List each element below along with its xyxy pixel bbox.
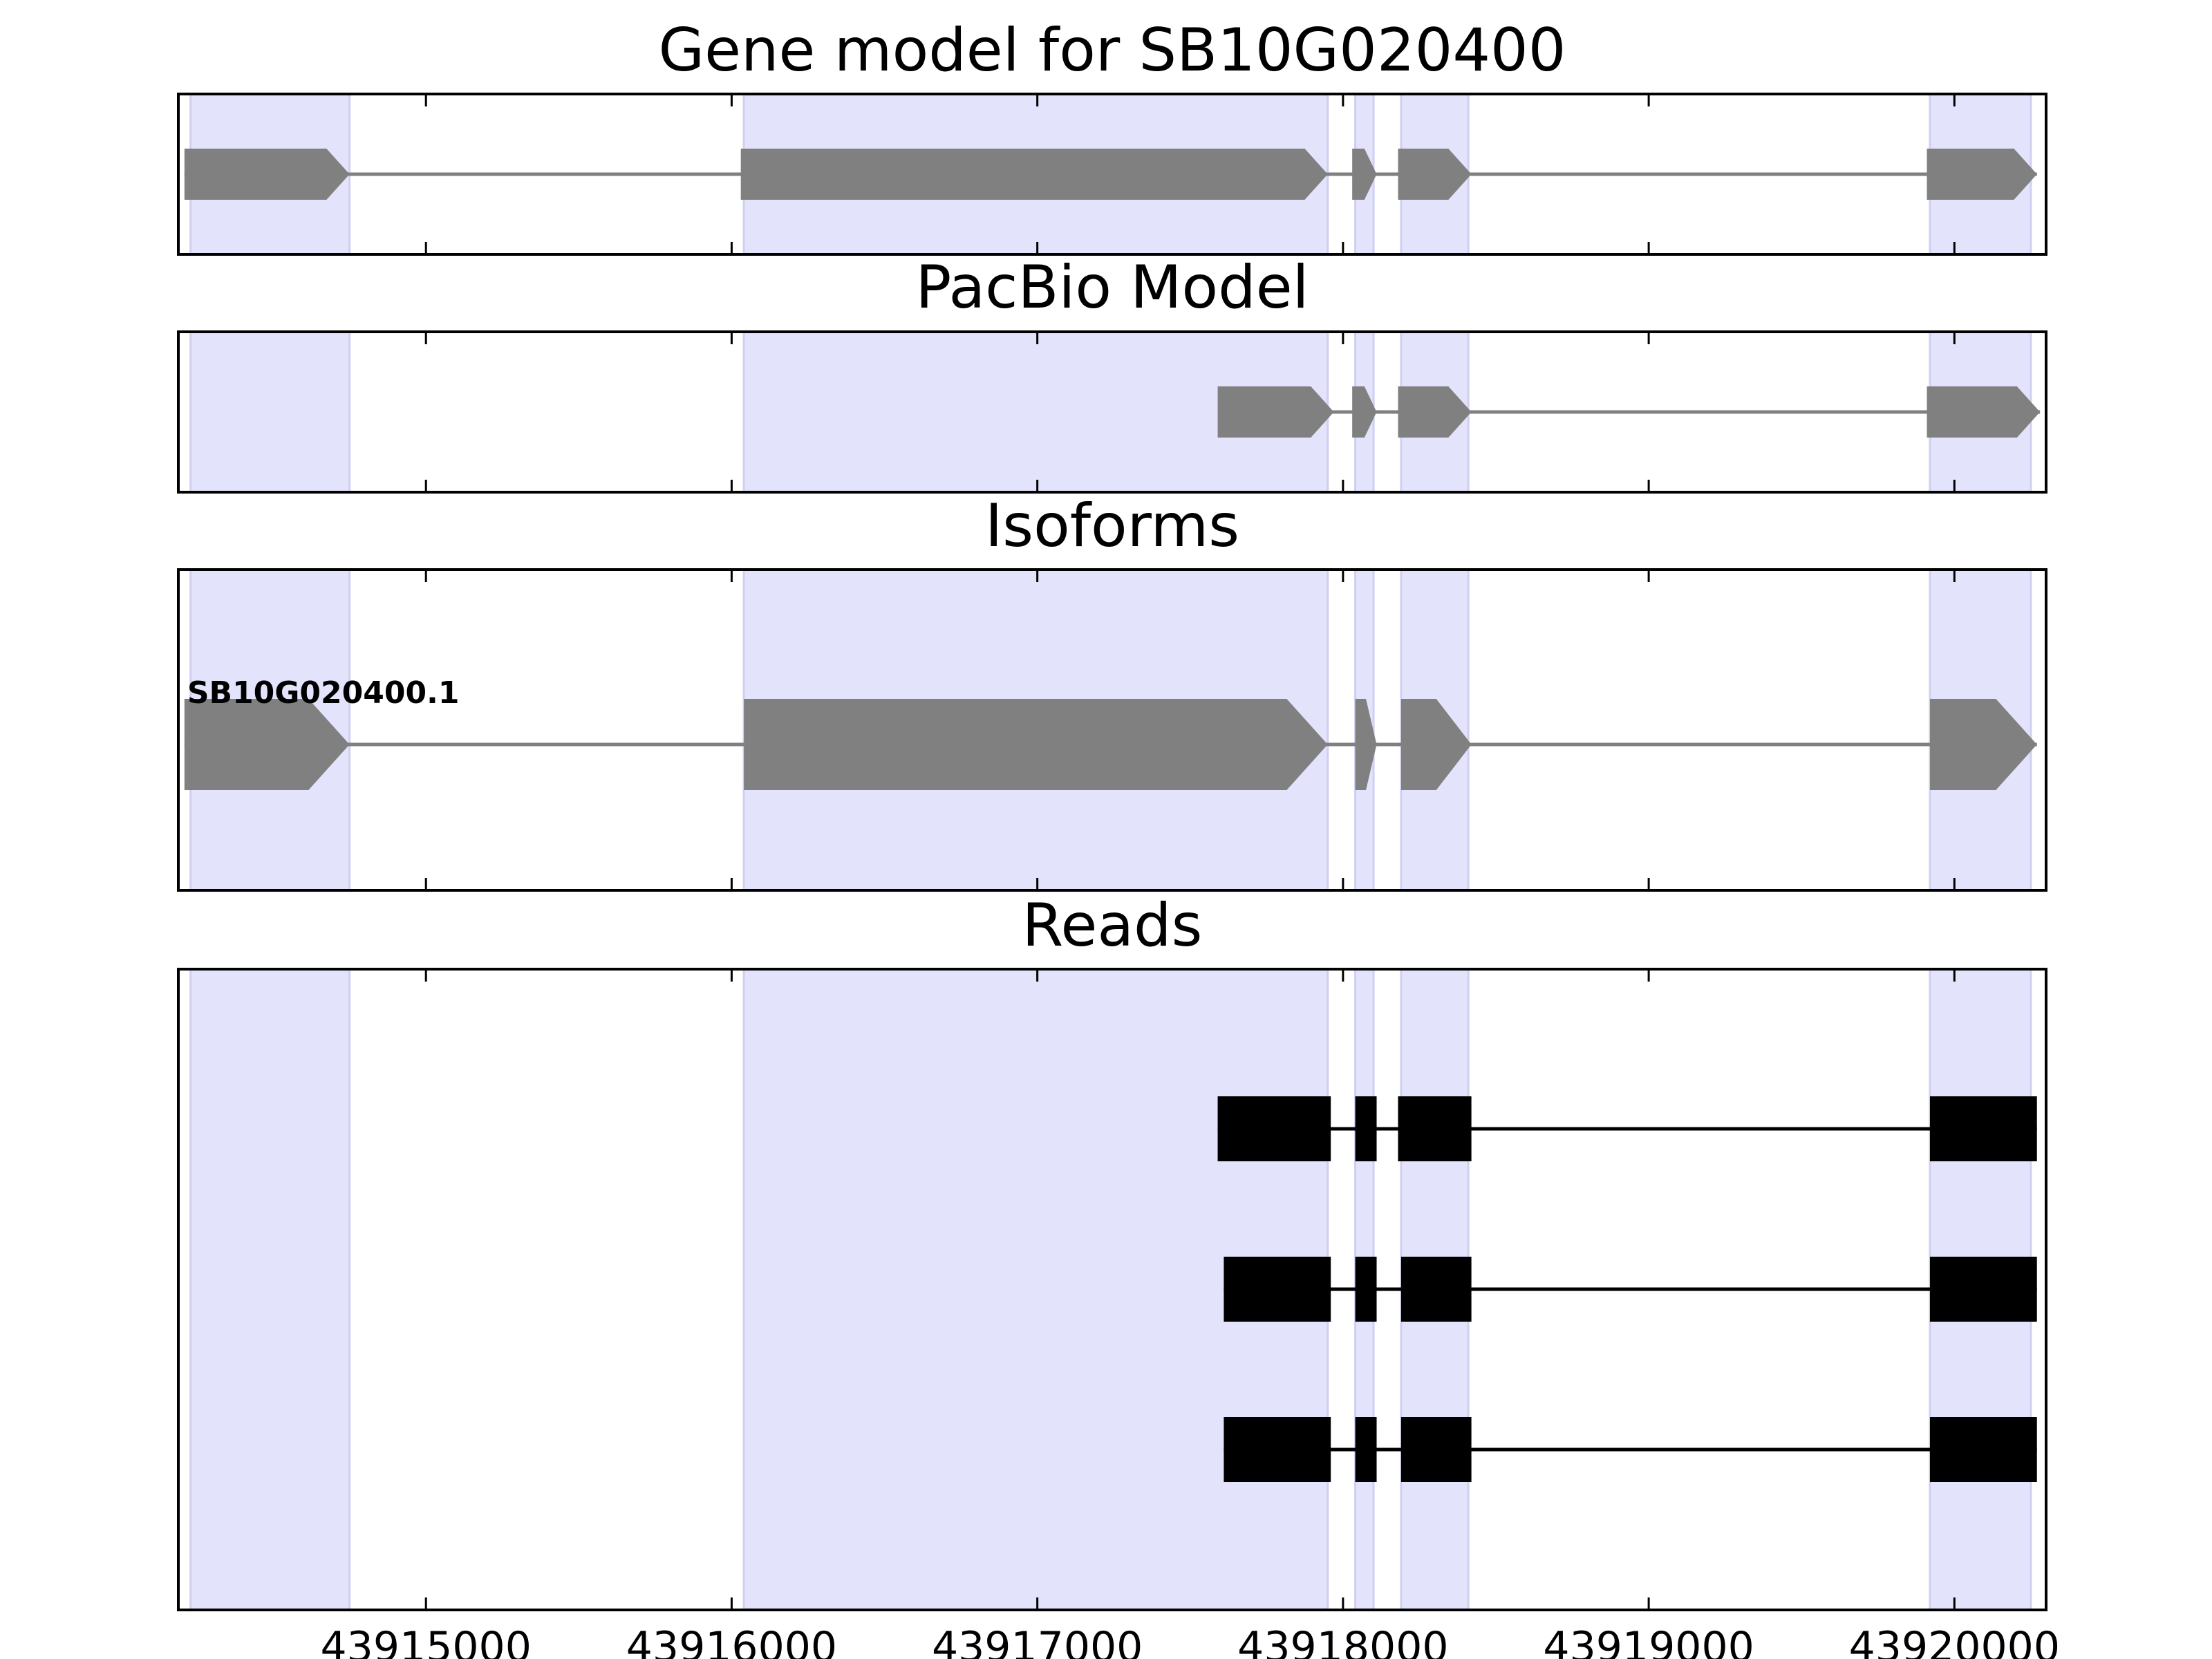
panel-frame bbox=[177, 93, 2047, 256]
exon-arrow bbox=[184, 699, 350, 790]
panel-frame bbox=[177, 968, 2047, 1611]
exon-block bbox=[1929, 1257, 2037, 1322]
exon-arrow bbox=[1217, 386, 1334, 438]
exon-arrow bbox=[1927, 149, 2037, 200]
read-row bbox=[1224, 1417, 2037, 1482]
transcript-row bbox=[1217, 386, 2041, 438]
exon-block bbox=[1224, 1417, 1331, 1482]
x-tick-label: 43916000 bbox=[626, 1623, 837, 1659]
panel-frame bbox=[177, 568, 2047, 892]
highlight-region bbox=[189, 330, 351, 494]
exon-arrow bbox=[740, 149, 1328, 200]
transcript-row: SB10G020400.1 bbox=[184, 675, 2037, 790]
exon-arrow bbox=[1398, 149, 1472, 200]
exon-block bbox=[1355, 1096, 1377, 1161]
panel-2: Isoforms SB10G020400.1 bbox=[177, 491, 2047, 892]
exon-arrow bbox=[1929, 699, 2037, 790]
panel-3: Reads bbox=[177, 891, 2047, 1611]
x-tick-label: 43919000 bbox=[1543, 1623, 1754, 1659]
exon-block bbox=[1400, 1417, 1472, 1482]
panel-title: Gene model for SB10G020400 bbox=[659, 16, 1566, 85]
isoform-label: SB10G020400.1 bbox=[187, 675, 460, 711]
exon-block bbox=[1400, 1257, 1472, 1322]
x-tick-label: 43920000 bbox=[1849, 1623, 2060, 1659]
transcript-row bbox=[184, 149, 2037, 200]
exon-block bbox=[1217, 1096, 1331, 1161]
x-tick-label: 43918000 bbox=[1237, 1623, 1448, 1659]
exon-arrow bbox=[1355, 699, 1377, 790]
x-tick-label: 43917000 bbox=[932, 1623, 1143, 1659]
panel-1: PacBio Model bbox=[177, 253, 2047, 494]
exon-arrow bbox=[1400, 699, 1472, 790]
x-tick-label: 43915000 bbox=[321, 1623, 532, 1659]
exon-block bbox=[1929, 1096, 2037, 1161]
exon-block bbox=[1355, 1257, 1377, 1322]
exon-arrow bbox=[1352, 149, 1377, 200]
exon-block bbox=[1398, 1096, 1472, 1161]
highlight-region bbox=[189, 968, 351, 1611]
exon-arrow bbox=[744, 699, 1328, 790]
x-axis: 43915000 43916000 43917000 43918000 43919000… bbox=[321, 1623, 2061, 1659]
exon-arrow bbox=[1352, 386, 1377, 438]
exon-arrow bbox=[184, 149, 350, 200]
panel-title: Isoforms bbox=[985, 491, 1239, 561]
panel-0: Gene model for SB10G020400 bbox=[177, 16, 2047, 256]
read-row bbox=[1217, 1096, 2037, 1161]
exon-block bbox=[1929, 1417, 2037, 1482]
exon-block bbox=[1224, 1257, 1331, 1322]
panel-title: PacBio Model bbox=[915, 253, 1309, 322]
exon-arrow bbox=[1398, 386, 1472, 438]
panel-frame bbox=[177, 330, 2047, 494]
exon-arrow bbox=[1927, 386, 2041, 438]
panel-title: Reads bbox=[1022, 891, 1203, 960]
panels-layer: Gene model for SB10G020400 PacBio Model Is… bbox=[177, 16, 2047, 1611]
exon-block bbox=[1355, 1417, 1377, 1482]
read-row bbox=[1224, 1257, 2037, 1322]
